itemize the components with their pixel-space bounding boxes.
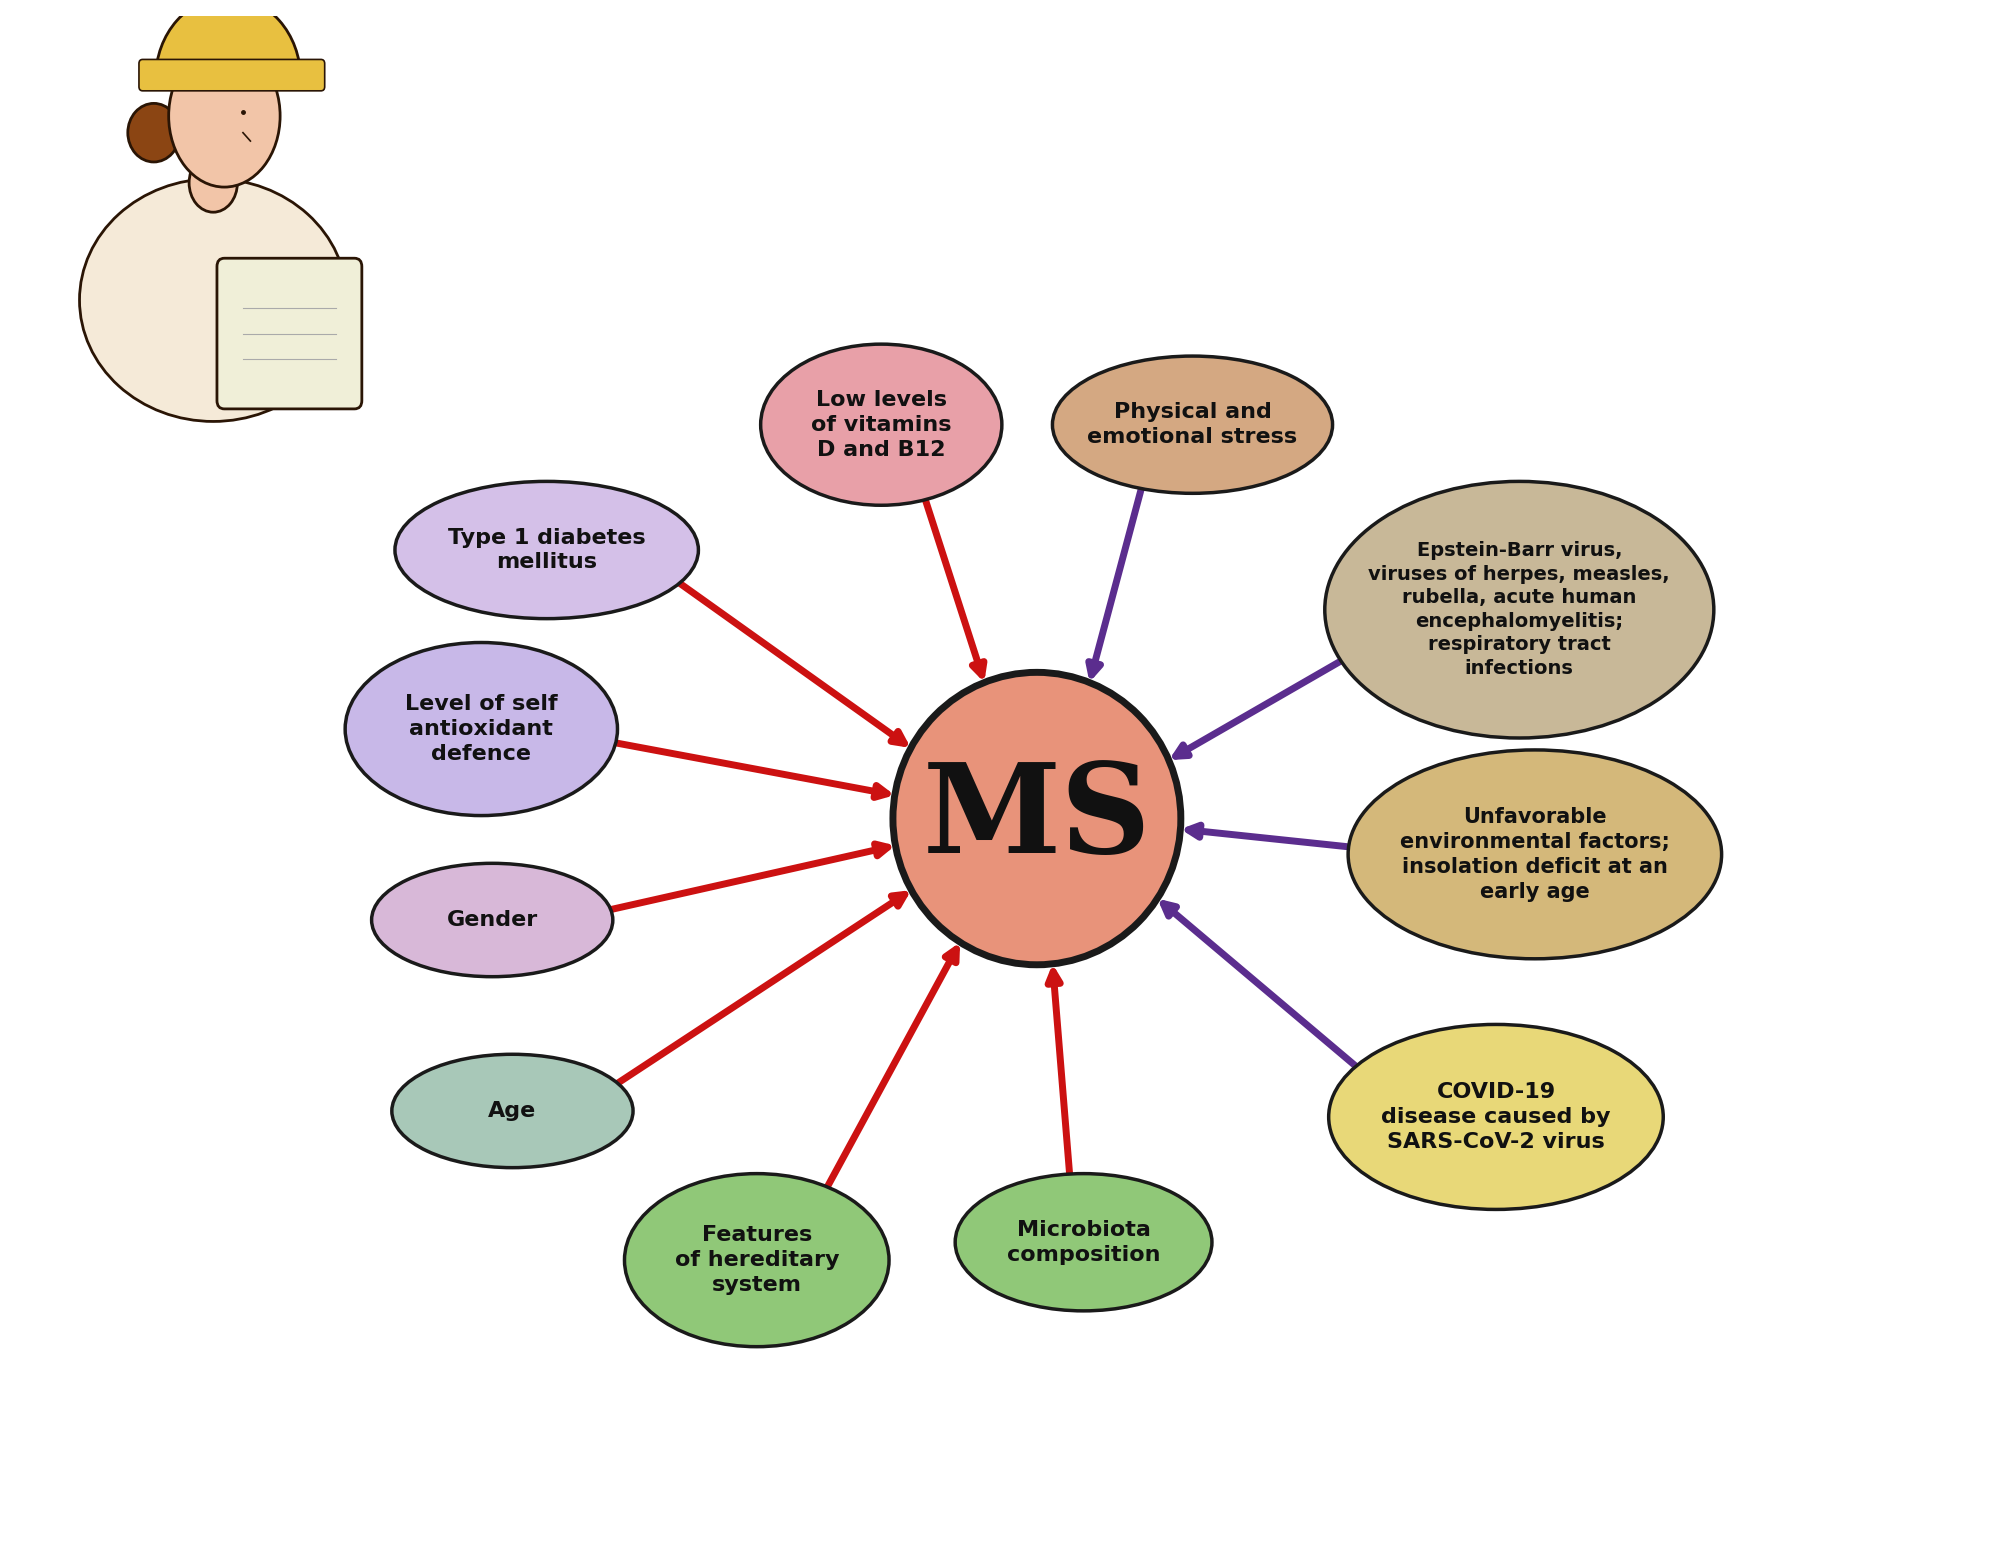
Ellipse shape bbox=[371, 863, 612, 976]
Text: Gender: Gender bbox=[446, 910, 538, 930]
Text: Unfavorable
environmental factors;
insolation deficit at an
early age: Unfavorable environmental factors; insol… bbox=[1399, 808, 1670, 902]
Text: MS: MS bbox=[921, 758, 1150, 879]
Text: Type 1 diabetes
mellitus: Type 1 diabetes mellitus bbox=[448, 527, 644, 572]
Ellipse shape bbox=[1329, 1025, 1662, 1209]
Ellipse shape bbox=[1325, 482, 1712, 738]
Text: Physical and
emotional stress: Physical and emotional stress bbox=[1088, 403, 1297, 446]
Text: Features
of hereditary
system: Features of hereditary system bbox=[674, 1226, 839, 1294]
Text: Age: Age bbox=[488, 1100, 536, 1121]
Ellipse shape bbox=[249, 301, 349, 383]
Ellipse shape bbox=[395, 482, 698, 618]
Text: COVID-19
disease caused by
SARS-CoV-2 virus: COVID-19 disease caused by SARS-CoV-2 vi… bbox=[1381, 1082, 1610, 1152]
Ellipse shape bbox=[128, 104, 181, 163]
Ellipse shape bbox=[1347, 750, 1720, 959]
Text: Epstein-Barr virus,
viruses of herpes, measles,
rubella, acute human
encephalomy: Epstein-Barr virus, viruses of herpes, m… bbox=[1369, 541, 1670, 677]
Wedge shape bbox=[157, 0, 301, 79]
Ellipse shape bbox=[80, 178, 347, 422]
Ellipse shape bbox=[624, 1173, 889, 1347]
Ellipse shape bbox=[955, 1173, 1212, 1311]
Text: Low levels
of vitamins
D and B12: Low levels of vitamins D and B12 bbox=[811, 391, 951, 459]
Text: Level of self
antioxidant
defence: Level of self antioxidant defence bbox=[405, 694, 558, 764]
Ellipse shape bbox=[345, 643, 618, 815]
Ellipse shape bbox=[1052, 356, 1333, 493]
Ellipse shape bbox=[761, 344, 1001, 505]
Text: Microbiota
composition: Microbiota composition bbox=[1006, 1220, 1160, 1265]
Ellipse shape bbox=[893, 673, 1180, 964]
Ellipse shape bbox=[189, 153, 237, 212]
FancyBboxPatch shape bbox=[217, 259, 361, 409]
FancyBboxPatch shape bbox=[138, 59, 325, 91]
Ellipse shape bbox=[391, 1054, 632, 1167]
Ellipse shape bbox=[169, 45, 281, 188]
